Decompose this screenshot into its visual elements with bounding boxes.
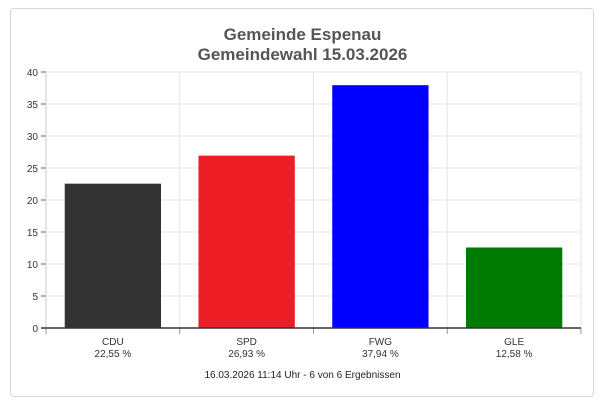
y-tick-label: 10 [27,260,39,271]
bar-fwg [332,85,429,329]
y-tick-label: 40 [27,68,39,79]
data-label: 22,55 % [95,349,132,360]
data-label: 12,58 % [496,349,533,360]
y-tick-label: 30 [27,132,39,143]
bar-spd [198,155,295,328]
x-tick-label: SPD [236,337,257,348]
x-tick-label: GLE [504,337,524,348]
bar-gle [465,247,563,328]
y-tick-label: 0 [32,324,38,335]
x-tick-label: FWG [369,337,393,348]
chart-subtitle: Gemeindewahl 15.03.2026 [197,45,408,64]
bar-cdu [64,183,162,328]
data-label: 26,93 % [228,349,265,360]
x-tick-label: CDU [102,337,124,348]
data-label: 37,94 % [362,349,399,360]
chart-title: Gemeinde Espenau [223,25,382,44]
y-tick-label: 35 [27,100,39,111]
chart-footer: 16.03.2026 11:14 Uhr - 6 von 6 Ergebniss… [204,370,401,381]
y-tick-label: 5 [32,292,38,303]
y-tick-label: 20 [27,196,39,207]
y-tick-label: 15 [27,228,39,239]
y-tick-label: 25 [27,164,39,175]
